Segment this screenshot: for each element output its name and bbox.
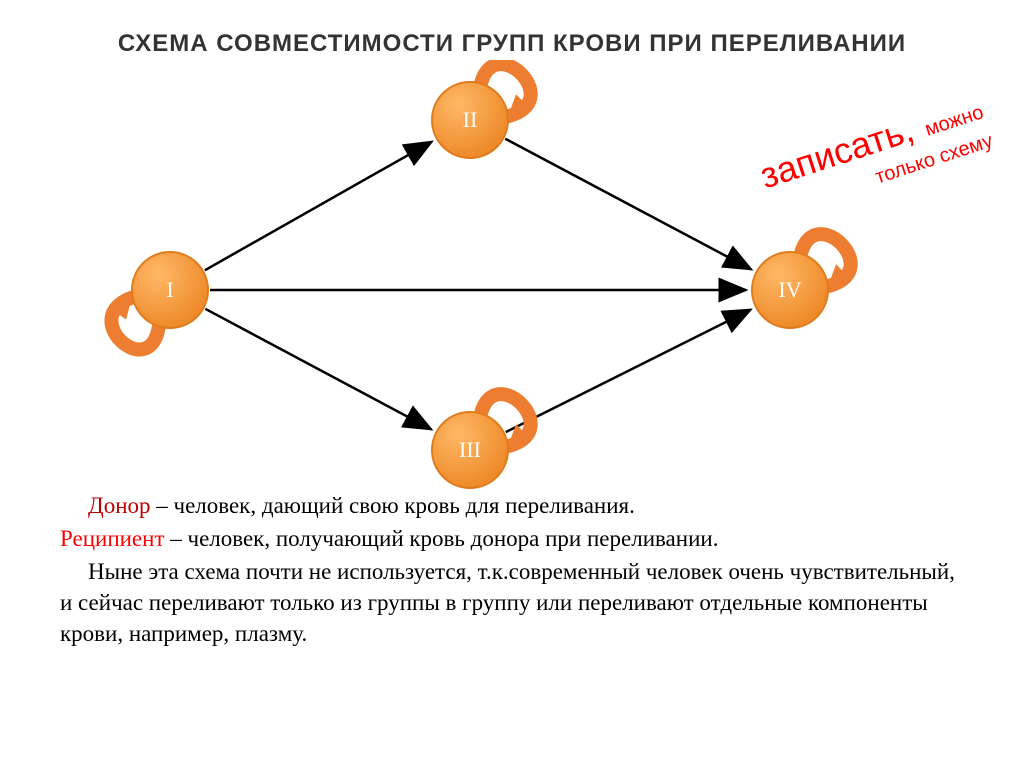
donor-text: – человек, дающий свою кровь для перелив… [151,493,635,518]
blood-compatibility-diagram: IIIIIIIV [0,60,1024,480]
node-label-III: III [459,437,481,462]
definitions-block: Донор – человек, дающий свою кровь для п… [60,490,960,651]
donor-term: Донор [88,493,151,518]
node-label-I: I [166,277,173,302]
node-label-II: II [463,107,478,132]
edge-I-III [205,309,431,429]
page-title: СХЕМА СОВМЕСТИМОСТИ ГРУПП КРОВИ ПРИ ПЕРЕ… [0,30,1024,58]
edge-II-IV [505,139,751,270]
recipient-definition: Реципиент – человек, получающий кровь до… [60,523,960,554]
edge-I-II [205,142,432,271]
node-label-IV: IV [778,277,801,302]
recipient-term: Реципиент [60,526,165,551]
recipient-text: – человек, получающий кровь донора при п… [165,526,719,551]
diagram-svg: IIIIIIIV [0,60,1024,520]
donor-definition: Донор – человек, дающий свою кровь для п… [60,490,960,521]
edge-III-IV [506,310,751,432]
note-text: Ныне эта схема почти не используется, т.… [60,556,960,649]
